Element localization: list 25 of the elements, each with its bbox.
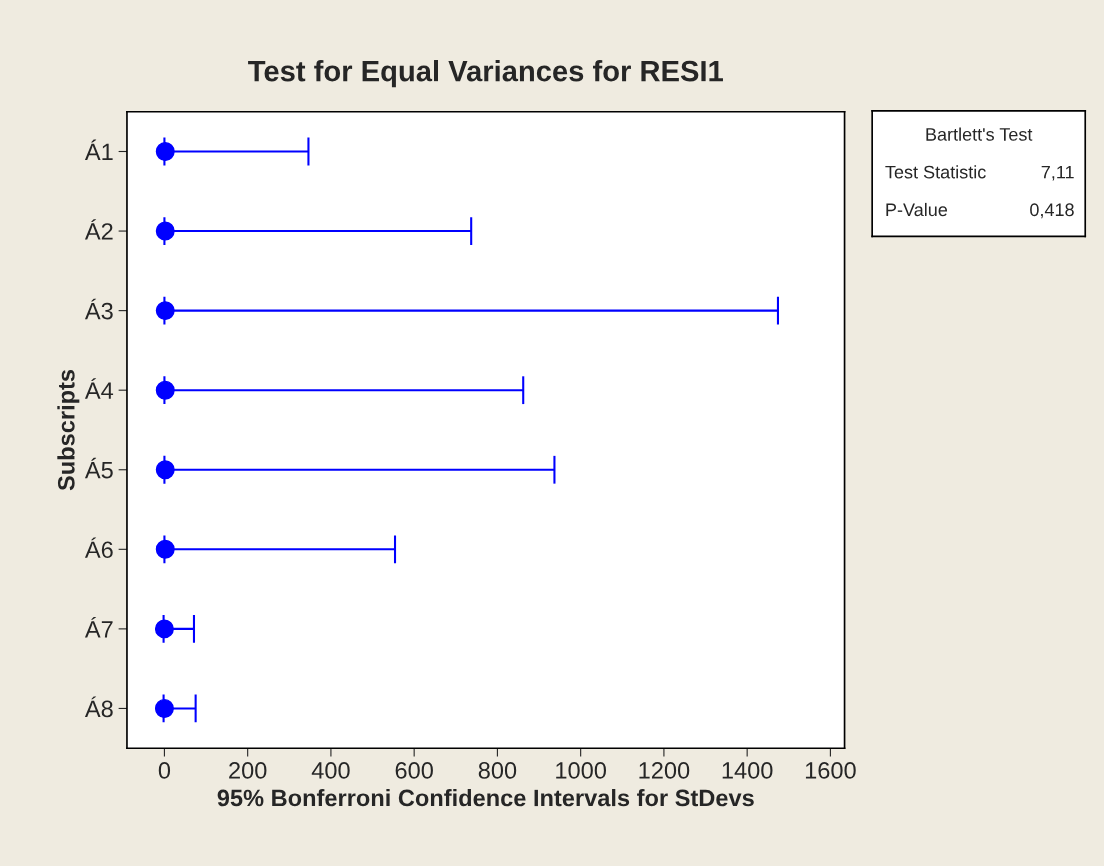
y-tick-label: Á8 (84, 696, 113, 718)
y-tick-label: Á5 (84, 457, 113, 479)
x-axis-title: 95% Bonferroni Confidence Intervals for StDevs (217, 788, 754, 807)
y-tick-label: Á2 (84, 219, 113, 240)
x-tick-label: 1400 (722, 762, 773, 779)
x-tick-label: 200 (229, 762, 267, 779)
text: 0,418 (1030, 203, 1074, 219)
x-tick-label: 400 (311, 762, 350, 779)
y-tick-label: Á4 (84, 378, 114, 399)
x-tick-label: 1200 (639, 762, 690, 779)
text: Bartlett's Test (926, 127, 1033, 141)
x-tick-label: 600 (395, 762, 433, 779)
text: P-Value (886, 202, 948, 217)
y-tick-label: Á7 (84, 616, 113, 638)
x-tick-label: 800 (478, 762, 517, 779)
y-tick-label: Á6 (84, 537, 113, 559)
chart-title: Test for Equal Variances for RESI1 (248, 60, 723, 88)
text: 7,11 (1041, 165, 1074, 181)
text: Test Statistic (885, 165, 986, 179)
x-tick-label: 0 (158, 762, 171, 779)
x-tick-label: 1600 (805, 762, 856, 779)
x-tick-label: 1000 (556, 762, 606, 779)
y-tick-label: Á3 (84, 298, 113, 320)
y-axis-title: Subscripts (57, 369, 80, 491)
y-tick-label: Á1 (84, 139, 113, 161)
